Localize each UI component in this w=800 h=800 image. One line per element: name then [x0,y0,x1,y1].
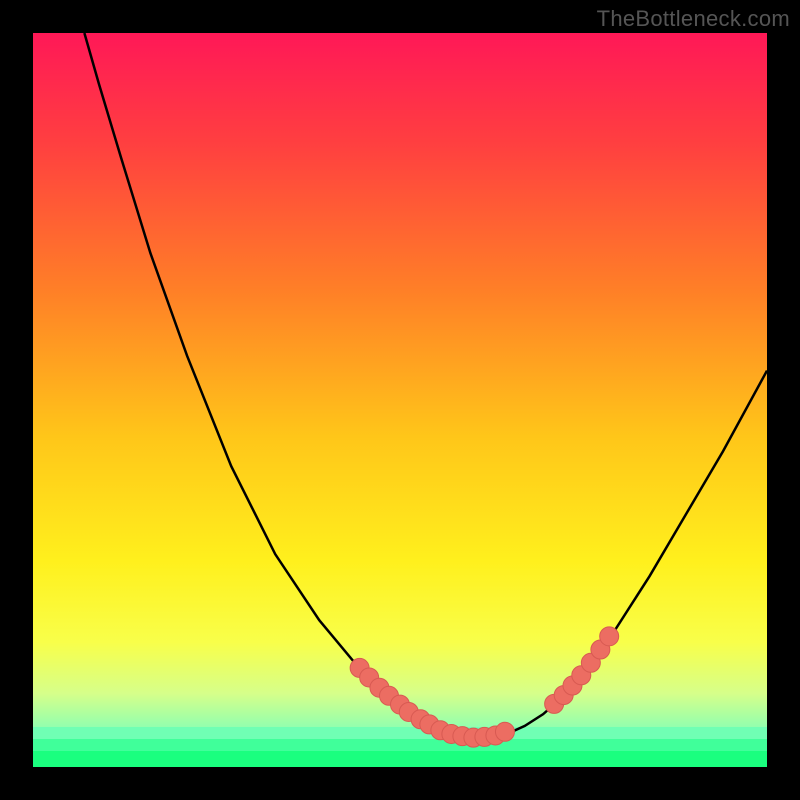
plot-area [33,33,767,767]
marker-dot [600,627,619,646]
bottleneck-curve [84,33,767,738]
marker-dot [495,722,514,741]
watermark-text: TheBottleneck.com [597,6,790,32]
chart-svg [33,33,767,767]
chart-container: TheBottleneck.com [0,0,800,800]
